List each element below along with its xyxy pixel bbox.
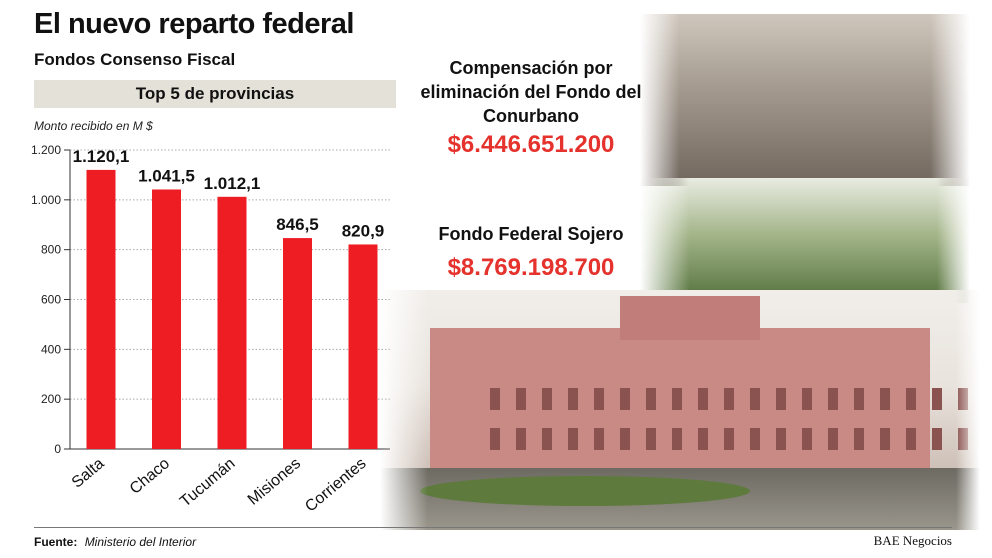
page-subtitle: Fondos Consenso Fiscal [34, 50, 236, 69]
bar [283, 238, 312, 449]
x-tick-label: Tucumán [177, 455, 239, 511]
compensacion-title: Compensación por eliminación del Fondo d… [420, 58, 642, 126]
data-label: 1.041,5 [138, 166, 195, 185]
data-label: 1.012,1 [204, 174, 261, 193]
bar [348, 244, 378, 449]
y-tick-label: 1.200 [31, 143, 61, 157]
fondo-sojero-title: Fondo Federal Sojero [438, 224, 624, 244]
bar [217, 196, 247, 449]
y-tick-label: 400 [41, 342, 61, 356]
source-note: Fuente: Ministerio del Interior [34, 535, 196, 549]
bar [86, 169, 116, 449]
source-label: Fuente: [34, 535, 78, 549]
page-title: El nuevo reparto federal [34, 8, 355, 40]
casa-rosada-photo [380, 290, 980, 530]
data-label: 820,9 [342, 221, 385, 240]
building-central-tower [620, 296, 760, 340]
y-axis-label: Monto recibido en M $ [34, 119, 153, 133]
meeting-photo [640, 14, 970, 186]
soy-field-photo [640, 178, 970, 303]
top-provinces-band: Top 5 de provincias [34, 80, 396, 108]
window-row [490, 388, 970, 410]
data-label: 846,5 [276, 215, 319, 234]
y-tick-label: 0 [54, 442, 61, 456]
y-tick-label: 800 [41, 243, 61, 257]
data-label: 1.120,1 [73, 147, 130, 166]
building-facade [430, 328, 970, 468]
y-tick-label: 600 [41, 293, 61, 307]
bar-chart: 0 200 400 600 800 1.000 1.200 1.120,1 Salta 1.041… [31, 143, 390, 516]
plaza-lawn [420, 476, 750, 506]
window-row [490, 428, 970, 450]
y-tick-label: 1.000 [31, 193, 61, 207]
y-tick-label: 200 [41, 392, 61, 406]
publisher-credit: BAE Negocios [873, 533, 952, 548]
footer-divider [34, 527, 952, 528]
source-value: Ministerio del Interior [84, 535, 197, 549]
fondo-sojero-amount: $8.769.198.700 [447, 254, 615, 281]
x-tick-label: Salta [69, 455, 108, 492]
x-tick-label: Misiones [245, 455, 304, 509]
x-tick-label: Corrientes [302, 455, 369, 515]
bar [152, 189, 181, 449]
x-tick-label: Chaco [127, 455, 173, 498]
compensacion-amount: $6.446.651.200 [447, 131, 615, 158]
